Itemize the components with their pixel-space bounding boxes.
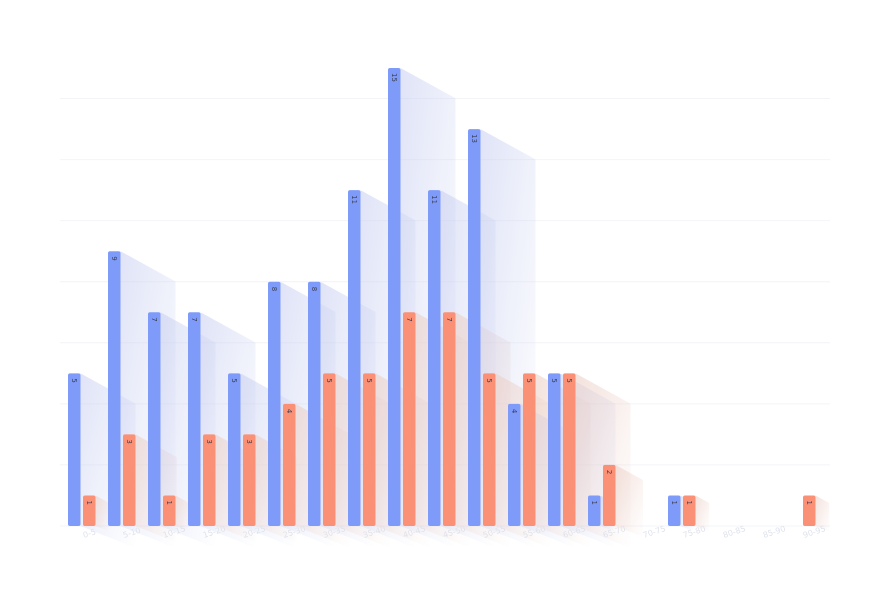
bar-value-label: 4	[510, 409, 518, 414]
bar-series-1-0-5	[68, 373, 81, 526]
bar-series-2-25-30	[283, 403, 296, 526]
bar-value-label: 5	[325, 378, 333, 382]
bar-value-label: 7	[445, 317, 453, 321]
bar-series-1-50-55	[468, 129, 481, 527]
bar-value-label: 4	[285, 409, 293, 414]
bar-value-label: 5	[565, 378, 573, 382]
bar-value-label: 3	[205, 439, 213, 443]
bar-series-2-55-60	[523, 373, 536, 526]
bar-series-2-0-5	[83, 495, 96, 526]
bar-shadow	[95, 495, 110, 532]
bar-series-1-35-40	[348, 190, 361, 526]
bar-series-1-65-70	[588, 495, 601, 526]
bar-value-label: 1	[85, 500, 93, 504]
bar-value-label: 7	[150, 317, 158, 321]
bar-value-label: 11	[430, 195, 438, 204]
bar-shadow	[695, 495, 710, 532]
bar-value-label: 1	[670, 500, 678, 504]
bar-value-label: 11	[350, 195, 358, 204]
bar-value-label: 8	[270, 287, 278, 291]
bar-value-label: 5	[70, 378, 78, 382]
bar-series-2-40-45	[403, 312, 416, 526]
bar-series-1-5-10	[108, 251, 121, 526]
bar-value-label: 1	[590, 500, 598, 504]
bar-value-label: 15	[390, 73, 398, 82]
bar-series-1-45-50	[428, 190, 441, 526]
bar-series-2-35-40	[363, 373, 376, 526]
bar-series-2-75-80	[683, 495, 696, 526]
x-tick-label: 85-90	[762, 524, 787, 540]
bar-series-2-60-65	[563, 373, 576, 526]
bar-value-label: 1	[685, 500, 693, 504]
bar-value-label: 5	[485, 378, 493, 382]
bar-value-label: 5	[525, 378, 533, 382]
bar-series-1-55-60	[508, 403, 521, 526]
bar-series-2-45-50	[443, 312, 456, 526]
bar-series-1-40-45	[388, 68, 401, 526]
bar-shadow	[175, 495, 190, 532]
bar-value-label: 7	[405, 317, 413, 321]
bar-value-label: 5	[550, 378, 558, 382]
bar-value-label: 9	[110, 256, 118, 260]
bar-value-label: 2	[605, 470, 613, 474]
bar-series-1-10-15	[148, 312, 161, 526]
bar-value-label: 8	[310, 287, 318, 291]
bar-series-1-25-30	[268, 281, 281, 526]
bar-series-2-65-70	[603, 464, 616, 526]
bar-value-label: 3	[125, 439, 133, 443]
bar-value-label: 5	[365, 378, 373, 382]
bar-series-1-60-65	[548, 373, 561, 526]
bar-value-label: 3	[245, 439, 253, 443]
bar-value-label: 1	[165, 500, 173, 504]
bar-series-2-90-95	[803, 495, 816, 526]
bar-value-label: 7	[190, 317, 198, 321]
bar-series-1-30-35	[308, 281, 321, 526]
bar-value-label: 5	[230, 378, 238, 382]
bar-value-label: 13	[470, 134, 478, 143]
bar-series-2-10-15	[163, 495, 176, 526]
bar-series-2-15-20	[203, 434, 216, 526]
bar-series-1-20-25	[228, 373, 241, 526]
x-tick-label: 90-95	[802, 524, 827, 540]
bar-series-2-20-25	[243, 434, 256, 526]
bar-shadow	[815, 495, 830, 532]
bar-series-2-5-10	[123, 434, 136, 526]
bar-series-1-75-80	[668, 495, 681, 526]
bar-series-2-30-35	[323, 373, 336, 526]
bar-value-label: 1	[805, 500, 813, 504]
x-tick-label: 0-5	[82, 527, 97, 540]
bar-shadow	[615, 464, 643, 537]
bar-series-2-50-55	[483, 373, 496, 526]
bar-series-1-15-20	[188, 312, 201, 526]
x-tick-label: 70-75	[642, 524, 667, 540]
x-tick-label: 80-85	[722, 524, 747, 540]
